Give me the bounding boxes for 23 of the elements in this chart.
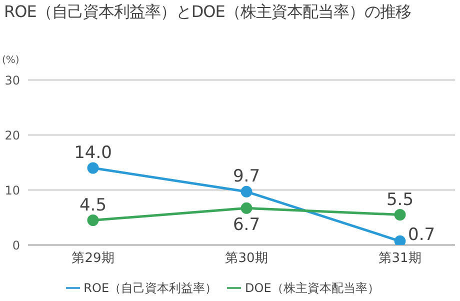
y-tick-label: 20 [4,128,20,142]
point [394,235,406,245]
data-label: 9.7 [232,166,260,187]
point [240,202,252,214]
data-label: 4.5 [79,195,107,216]
point [87,214,99,226]
point [87,162,99,174]
y-tick-label: 10 [4,183,20,198]
chart-title: ROE（自己資本利益率）とDOE（株主資本配当率）の推移 [4,2,411,23]
point [240,186,252,198]
data-label: 0.7 [408,225,436,246]
x-tick-label: 第29期 [72,251,114,266]
data-label: 6.7 [232,215,260,236]
x-tick-label: 第30期 [225,251,268,266]
y-tick-label: 30 [4,73,20,88]
legend-label: DOE（株主資本配当率） [245,281,380,295]
data-label: 14.0 [74,143,112,163]
point [394,209,406,220]
legend-label: ROE（自己資本利益率） [84,281,218,295]
x-tick-label: 第31期 [378,251,422,266]
data-label: 5.5 [386,190,414,210]
y-axis-title: (%) [2,55,20,66]
y-tick-label: 0 [12,238,20,252]
